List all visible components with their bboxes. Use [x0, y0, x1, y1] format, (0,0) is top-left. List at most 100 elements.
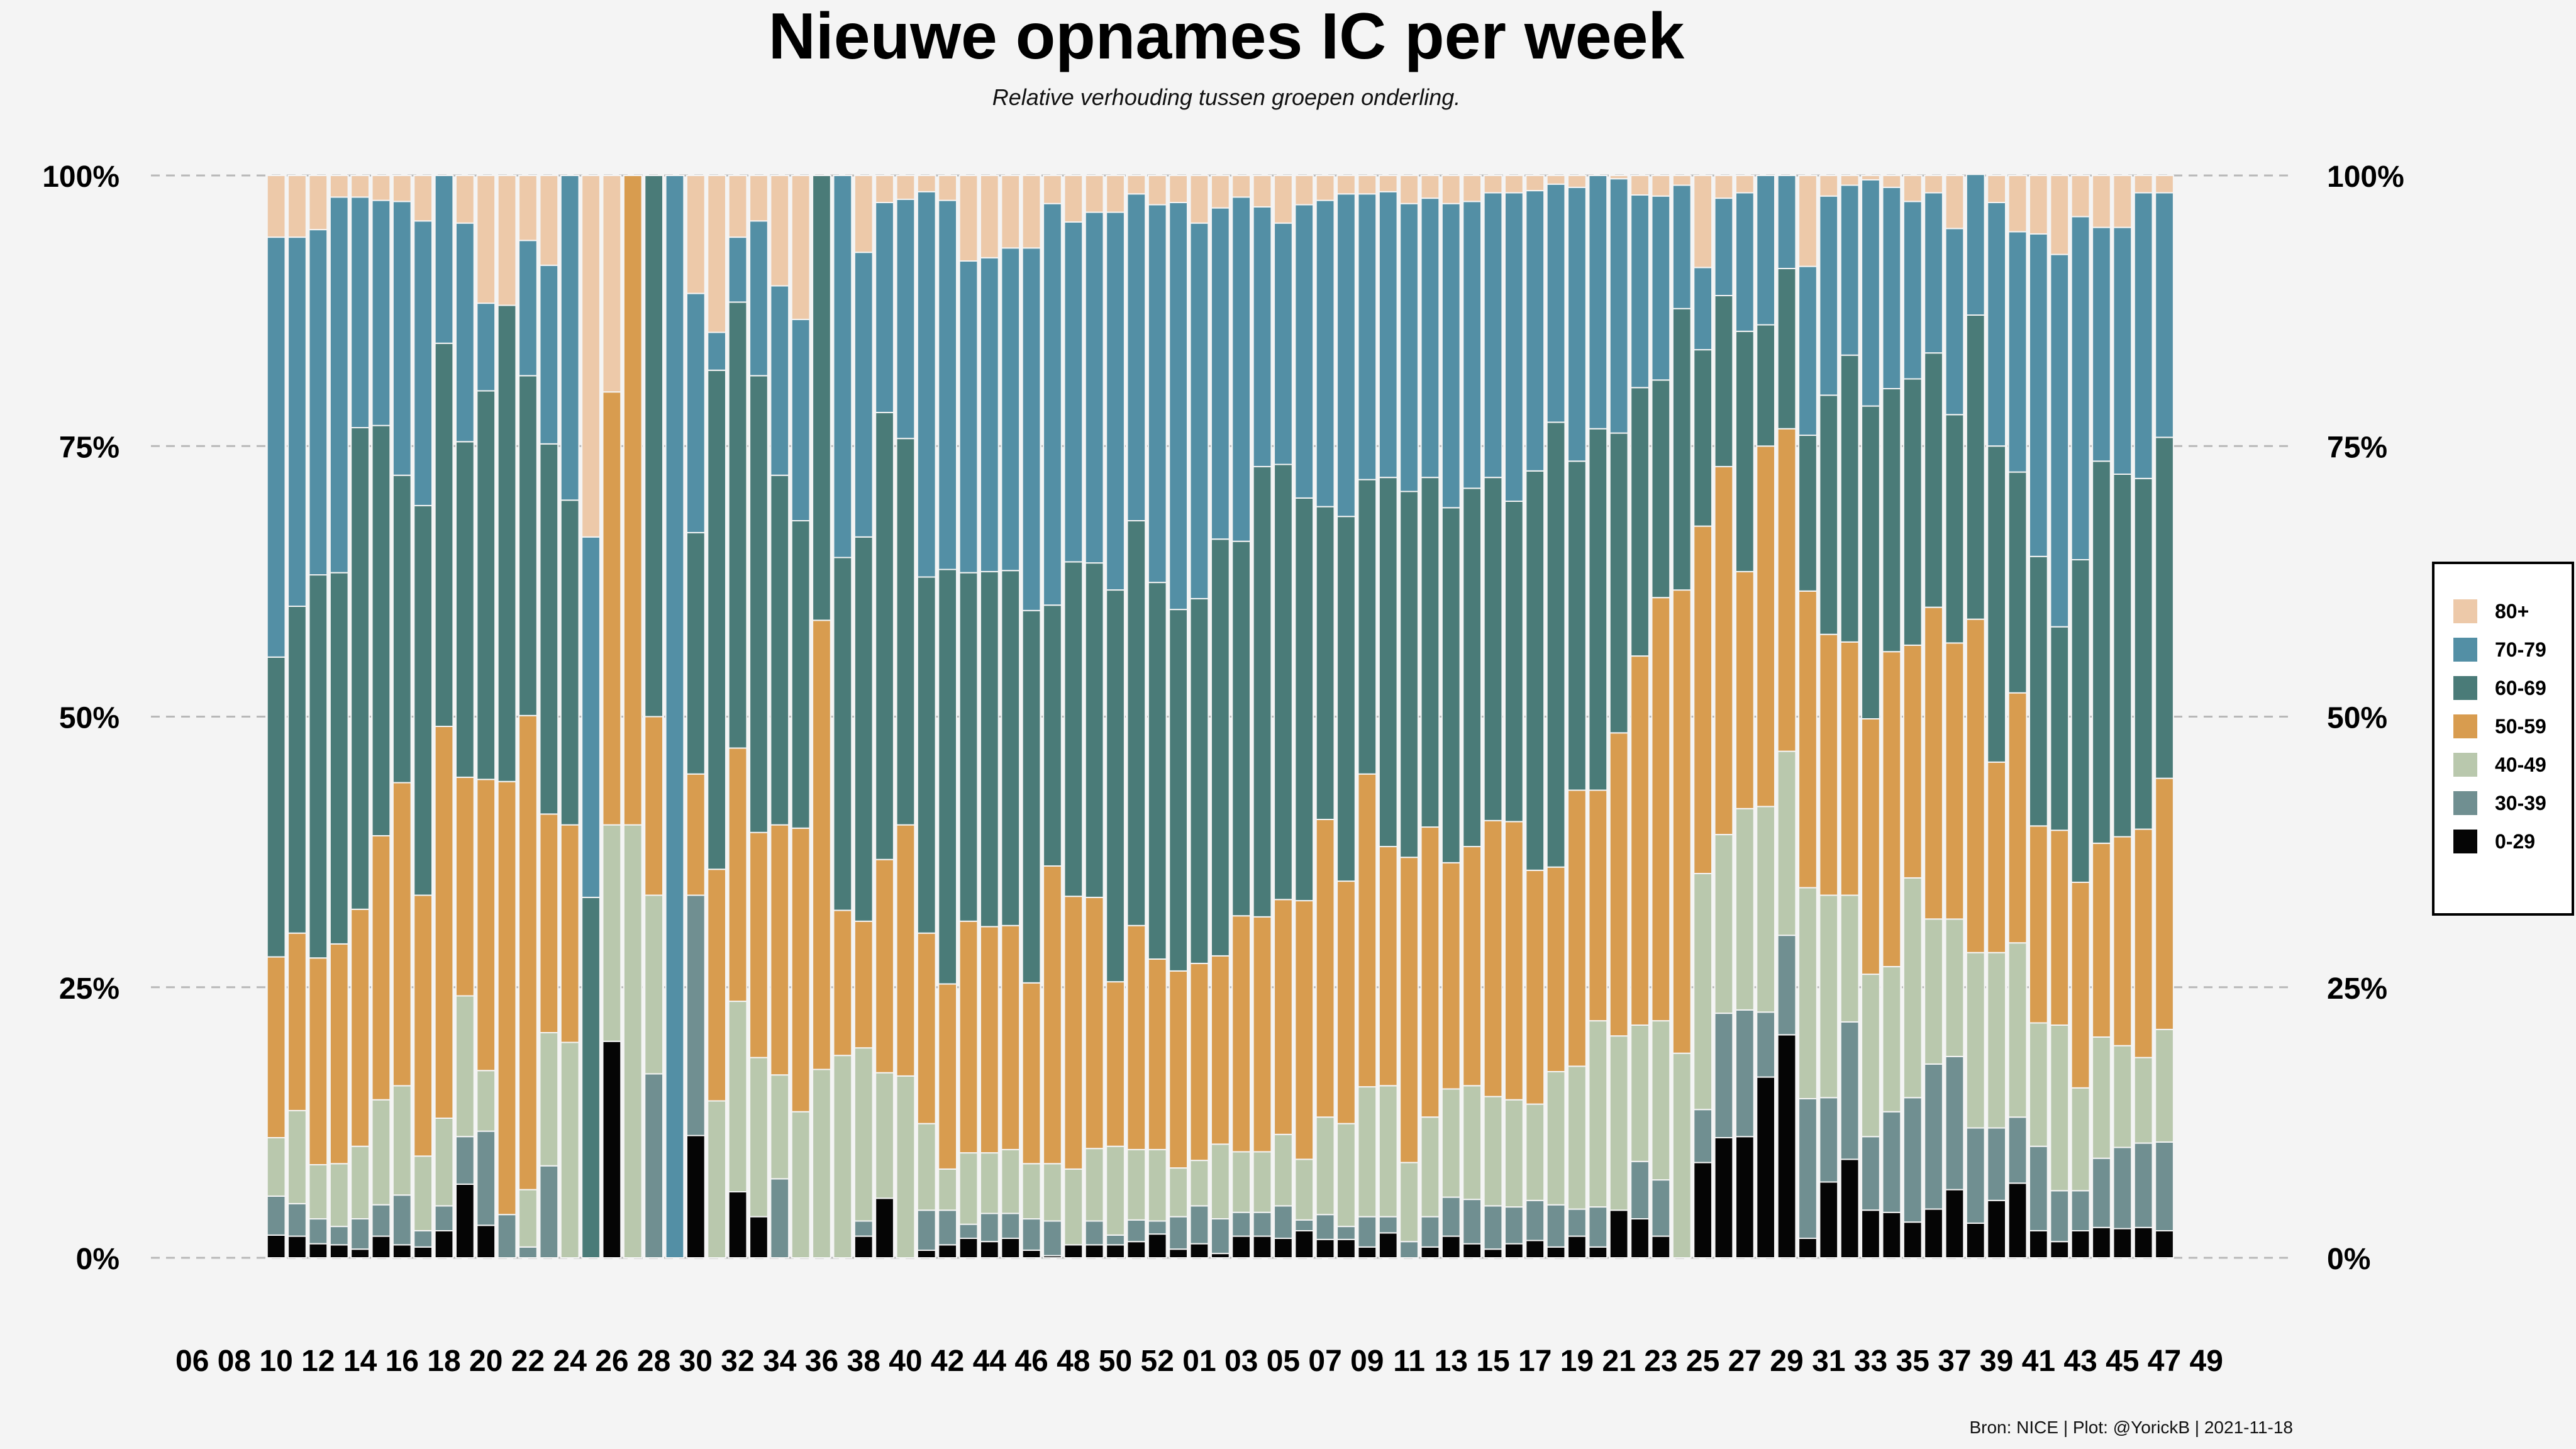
bar-12-50-59 [497, 780, 517, 1216]
bar-8-40-49 [413, 1155, 433, 1231]
legend-item-0-29: 0-29 [2453, 829, 2535, 854]
bar-77-80plus [1861, 175, 1880, 180]
bar-89-40-49 [2112, 1045, 2133, 1148]
bar-75-60-69 [1819, 394, 1839, 635]
bar-15-60-69 [560, 499, 580, 826]
bar-26-70-79 [791, 318, 811, 521]
bar-44-60-69 [1169, 609, 1189, 972]
bar-46-50-59 [1211, 955, 1230, 1145]
chart-title: Nieuwe opnames IC per week [768, 0, 1685, 73]
bar-34-70-79 [958, 260, 979, 574]
bar-71-40-49 [1735, 808, 1755, 1011]
bar-28-50-59 [833, 909, 853, 1057]
legend-label-30-39: 30-39 [2495, 791, 2546, 814]
x-tick-7: 20 [469, 1345, 502, 1378]
bar-83-60-69 [1987, 445, 2007, 763]
bar-8-30-39 [413, 1230, 433, 1248]
bar-76-0-29 [1840, 1158, 1860, 1259]
bar-2-80plus [287, 175, 307, 238]
bar-51-30-39 [1315, 1214, 1335, 1240]
bar-82-70-79 [1965, 174, 1985, 316]
bar-44-70-79 [1169, 202, 1189, 611]
x-tick-10: 26 [595, 1345, 628, 1378]
bar-12-60-69 [497, 304, 517, 782]
bar-45-50-59 [1189, 962, 1209, 1162]
bar-25-70-79 [770, 285, 790, 476]
bar-42-60-69 [1126, 520, 1146, 926]
bar-73-60-69 [1777, 268, 1797, 430]
legend-item-40-49: 40-49 [2453, 752, 2546, 777]
bar-65-0-29 [1609, 1209, 1629, 1259]
bar-23-0-29 [728, 1191, 748, 1258]
bar-3-60-69 [308, 574, 328, 959]
bar-59-80plus [1483, 175, 1503, 194]
bar-89-0-29 [2112, 1228, 2133, 1258]
bar-57-60-69 [1441, 507, 1461, 863]
bar-55-30-39 [1399, 1241, 1419, 1258]
bar-11-80plus [476, 175, 496, 304]
bar-1-50-59 [266, 956, 286, 1138]
bar-1-30-39 [266, 1195, 286, 1236]
bar-6-0-29 [371, 1235, 391, 1258]
bar-74-30-39 [1798, 1098, 1818, 1239]
bar-76-50-59 [1840, 641, 1860, 896]
bar-64-30-39 [1588, 1206, 1608, 1248]
legend-label-70-79: 70-79 [2495, 638, 2546, 661]
bar-71-60-69 [1735, 330, 1755, 572]
bar-4-60-69 [329, 572, 349, 945]
legend-label-60-69: 60-69 [2495, 676, 2546, 699]
bar-29-0-29 [853, 1235, 874, 1258]
bar-48-30-39 [1252, 1211, 1272, 1237]
bar-45-80plus [1189, 175, 1209, 224]
bar-42-0-29 [1126, 1241, 1146, 1258]
bar-7-50-59 [392, 782, 412, 1087]
bar-66-40-49 [1630, 1024, 1650, 1162]
bar-13-80plus [518, 175, 538, 242]
bar-82-40-49 [1965, 952, 1985, 1129]
bar-60-60-69 [1504, 501, 1524, 823]
bar-31-40-49 [896, 1075, 916, 1259]
bar-69-60-69 [1693, 349, 1713, 527]
bar-43-30-39 [1147, 1220, 1167, 1235]
bar-2-40-49 [287, 1109, 307, 1204]
bar-32-40-49 [916, 1123, 936, 1211]
legend-label-0-29: 0-29 [2495, 830, 2536, 853]
bar-34-30-39 [958, 1223, 979, 1239]
bar-12-30-39 [497, 1214, 517, 1258]
bar-83-50-59 [1987, 761, 2007, 953]
bar-27-40-49 [812, 1069, 831, 1258]
bar-3-40-49 [308, 1164, 328, 1220]
bar-52-50-59 [1336, 880, 1356, 1124]
legend-swatch-30-39 [2453, 791, 2477, 815]
bar-71-30-39 [1735, 1009, 1755, 1138]
bar-75-30-39 [1819, 1097, 1839, 1183]
bar-5-30-39 [350, 1218, 370, 1250]
bar-48-70-79 [1252, 206, 1272, 467]
bar-36-50-59 [1001, 924, 1021, 1150]
bar-7-0-29 [392, 1244, 412, 1259]
bar-11-50-59 [476, 779, 496, 1072]
x-tick-38: 29 [1770, 1345, 1803, 1378]
bar-87-0-29 [2070, 1230, 2090, 1258]
bar-66-0-29 [1630, 1218, 1650, 1258]
bar-37-40-49 [1021, 1163, 1041, 1220]
bar-13-40-49 [518, 1189, 538, 1248]
bar-73-0-29 [1777, 1034, 1797, 1258]
bar-72-60-69 [1756, 324, 1776, 447]
bar-62-30-39 [1546, 1204, 1566, 1248]
bar-58-0-29 [1462, 1243, 1482, 1258]
bar-45-70-79 [1189, 222, 1209, 599]
bar-41-50-59 [1106, 981, 1125, 1147]
bar-14-60-69 [539, 443, 559, 815]
bar-8-80plus [413, 175, 433, 222]
bar-68-50-59 [1672, 589, 1692, 1054]
bar-6-80plus [371, 175, 391, 201]
bar-7-30-39 [392, 1194, 412, 1246]
bar-42-40-49 [1126, 1148, 1146, 1221]
bar-75-70-79 [1819, 195, 1839, 396]
bar-14-50-59 [539, 813, 559, 1034]
bar-21-80plus [686, 175, 706, 294]
bar-14-40-49 [539, 1032, 559, 1167]
bar-67-80plus [1651, 175, 1671, 197]
bar-9-50-59 [434, 726, 454, 1119]
